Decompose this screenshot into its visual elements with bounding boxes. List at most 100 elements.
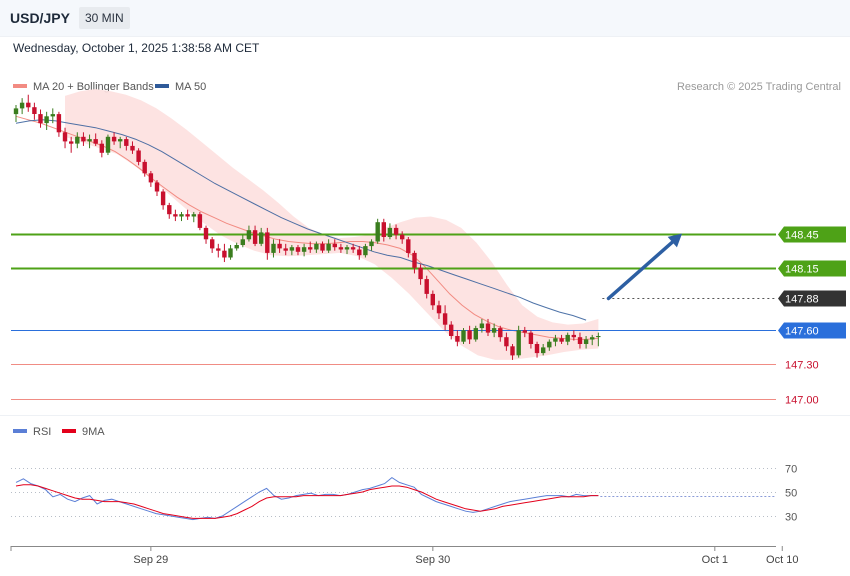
candle-body [344, 247, 350, 250]
candle-body [583, 339, 589, 344]
level-label-148-45: 148.45 [785, 230, 819, 242]
level-label-147-88: 147.88 [785, 294, 819, 306]
level-label-147-00: 147.00 [785, 395, 819, 407]
candle-body [430, 293, 435, 306]
bollinger-band-layer [65, 89, 599, 360]
candle-body [228, 248, 233, 258]
candle-body [210, 239, 215, 249]
ma9-legend-label: 9MA [82, 426, 105, 438]
candle-body [528, 332, 534, 344]
candle-body [418, 267, 423, 280]
candle-body [179, 214, 184, 217]
x-tick-label: Oct 1 [702, 554, 728, 566]
rsi-line [15, 476, 599, 521]
candle-body [498, 328, 503, 338]
candle-body [50, 114, 55, 117]
candle-body [252, 230, 258, 244]
ma20-legend-label: MA 20 + Bollinger Bands [33, 81, 154, 93]
level-label-147-30: 147.30 [785, 360, 819, 372]
candle-body [118, 139, 123, 142]
candle-body [185, 214, 190, 217]
candle-body [154, 182, 160, 192]
candle-body [338, 247, 344, 250]
candle-body [81, 136, 86, 142]
projection-arrow-head [667, 233, 683, 248]
candle-body [283, 248, 288, 251]
rsi-tick-50: 50 [785, 488, 797, 500]
candle-body [541, 347, 546, 354]
candle-body [203, 227, 209, 240]
timeframe-button[interactable]: 30 MIN [79, 7, 130, 29]
x-tick-label: Sep 29 [133, 554, 168, 566]
candle-body [424, 279, 429, 294]
x-tick-label: Oct 10 [766, 554, 798, 566]
candle-body [295, 247, 301, 252]
ma50-line [15, 119, 587, 321]
candle-body [516, 330, 521, 356]
candle-body [314, 243, 319, 250]
level-label-148-15: 148.15 [785, 264, 819, 276]
candle-body [510, 346, 515, 356]
rsi-tick-30: 30 [785, 512, 797, 524]
bollinger-band [65, 89, 599, 360]
candle-body [522, 330, 527, 333]
candle-body [259, 232, 264, 244]
candle-body [277, 243, 282, 249]
candle-body [105, 136, 111, 153]
rsi-ma9-line [15, 484, 599, 519]
candle-body [320, 243, 325, 251]
x-tick-label: Sep 30 [415, 554, 450, 566]
level-badge-148-15 [778, 260, 846, 277]
candle-body [350, 247, 356, 250]
candle-body [167, 205, 172, 215]
candle-body [19, 102, 25, 109]
candle-body [308, 247, 313, 250]
candle-body [99, 143, 104, 153]
ma20-legend-swatch [13, 84, 27, 88]
candle-body [461, 330, 466, 342]
candle-body [590, 337, 595, 340]
candle-body [173, 214, 178, 217]
candle-body [69, 141, 74, 144]
candle-body [381, 222, 386, 237]
candle-body [191, 214, 196, 217]
candle-body [436, 305, 442, 314]
candle-body [56, 114, 62, 133]
candle-body [363, 246, 368, 256]
symbol-label: USD/JPY [10, 10, 70, 26]
candle-body [596, 336, 601, 338]
research-credit: Research © 2025 Trading Central [677, 81, 841, 93]
x-axis-labels: Sep 29 Sep 30 Oct 1 Oct 10 [10, 546, 798, 566]
candle-body [13, 108, 19, 115]
candle-body [124, 139, 129, 146]
candle-body [75, 136, 80, 144]
candle-body [449, 324, 454, 336]
candle-body [553, 338, 558, 342]
candle-body [357, 249, 362, 256]
candle-body [301, 247, 307, 252]
candle-body [26, 102, 31, 108]
price-legend: MA 20 + Bollinger Bands MA 50 Research ©… [13, 81, 841, 93]
candle-body [485, 323, 491, 333]
level-label-147-60: 147.60 [785, 326, 819, 338]
candles-layer [13, 94, 601, 360]
candle-body [375, 222, 380, 242]
candle-body [387, 227, 393, 237]
candle-body [111, 136, 117, 142]
rsi-tick-70: 70 [785, 464, 797, 476]
candle-body [38, 114, 43, 124]
level-badge-147-60 [778, 322, 846, 339]
candle-body [393, 227, 399, 235]
rsi-legend-swatch [13, 429, 27, 433]
candle-body [369, 241, 374, 247]
candle-body [62, 132, 68, 142]
candle-body [136, 150, 141, 162]
candle-body [32, 107, 37, 114]
rsi-grid-layer: 70 50 30 [11, 464, 797, 524]
candle-body [265, 232, 270, 253]
level-badge-147-88 [778, 290, 846, 307]
candle-body [412, 252, 417, 268]
rsi-legend: RSI 9MA [13, 426, 105, 438]
